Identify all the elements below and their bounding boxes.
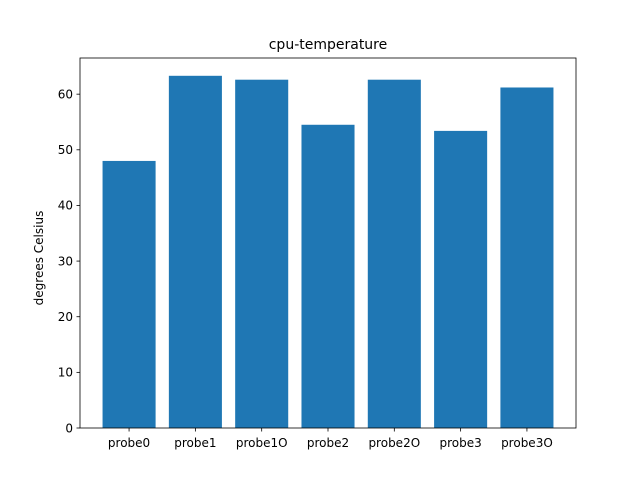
bar-probe2O	[367, 79, 421, 428]
bar-probe3	[434, 130, 488, 428]
bar-probe1	[168, 75, 222, 429]
bar-probe0	[102, 160, 156, 428]
y-tick-label: 60	[58, 87, 73, 101]
y-axis-label: degrees Celsius	[32, 211, 46, 306]
y-tick-label: 20	[58, 310, 73, 324]
x-tick-label-probe2: probe2	[307, 436, 349, 450]
x-tick-label-probe3O: probe3O	[501, 436, 553, 450]
axes-layer: 0 10 20 30 40 50 60 probe0 probe1 probe1O probe2 pr…	[58, 57, 577, 450]
y-tick-label: 50	[58, 143, 73, 157]
bar-probe2	[301, 124, 355, 429]
x-tick-label-probe3: probe3	[439, 436, 481, 450]
y-tick-label: 40	[58, 199, 73, 213]
x-tick-label-probe2O: probe2O	[368, 436, 420, 450]
chart-title: cpu-temperature	[269, 37, 388, 53]
bar-probe1O	[235, 79, 289, 428]
y-tick-label: 30	[58, 254, 73, 268]
bars-layer	[102, 75, 554, 429]
x-tick-label-probe1O: probe1O	[236, 436, 288, 450]
x-tick-label-probe0: probe0	[108, 436, 150, 450]
y-tick-label: 0	[65, 421, 73, 435]
x-tick-label-probe1: probe1	[174, 436, 216, 450]
y-tick-label: 10	[58, 366, 73, 380]
bar-probe3O	[500, 87, 554, 429]
